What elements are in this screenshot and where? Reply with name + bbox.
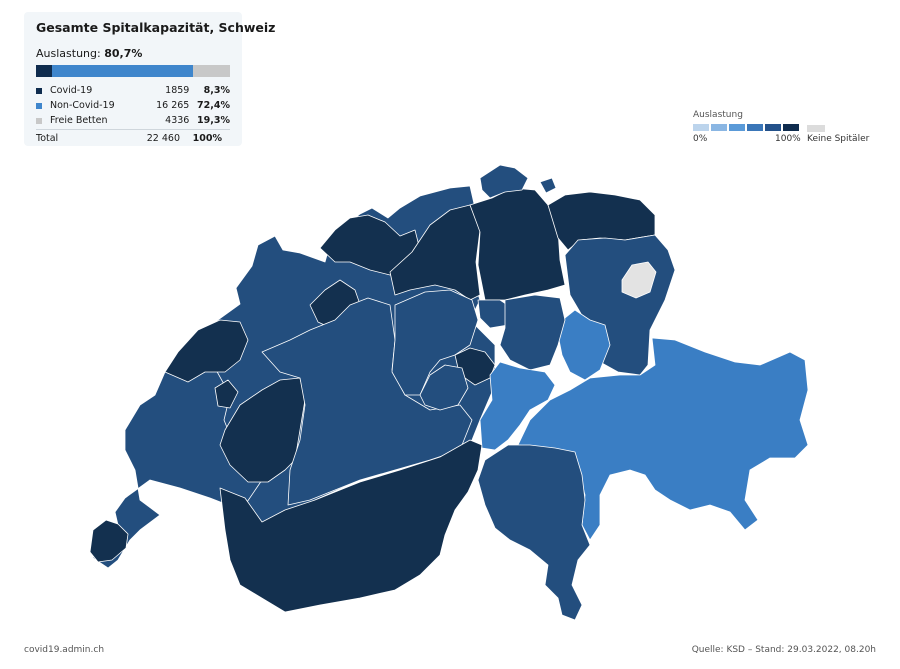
region-bern <box>261 297 473 506</box>
legend-color-scale <box>693 124 801 131</box>
region-schaffhausen <box>479 164 529 199</box>
row-non-covid: Non-Covid-19 16 265 72,4% <box>36 98 230 113</box>
region-neuchatel <box>214 379 239 409</box>
swatch-non-covid <box>36 102 42 109</box>
legend-step <box>765 124 781 131</box>
capacity-stacked-bar <box>36 65 230 77</box>
bar-segment-free-beds <box>192 65 230 77</box>
row-covid: Covid-19 1859 8,3% <box>36 83 230 98</box>
row-percent: 8,3% <box>203 85 230 96</box>
map-legend: Auslastung 0% 100% Keine Spitäler <box>693 110 869 148</box>
row-count: 1859 <box>165 85 190 96</box>
region-valais <box>219 439 483 613</box>
utilization-label: Auslastung: <box>36 47 101 60</box>
footer-source-right: Quelle: KSD – Stand: 29.03.2022, 08.20h <box>691 645 876 655</box>
region-aargau <box>389 204 481 301</box>
swatch-free-beds <box>36 117 42 124</box>
region-jura <box>164 319 249 383</box>
row-free-beds: Freie Betten 4336 19,3% <box>36 113 230 128</box>
legend-step <box>711 124 727 131</box>
region-schaffhausen-east <box>539 177 557 194</box>
utilization-line: Auslastung: 80,7% <box>36 47 230 60</box>
region-basel <box>319 214 421 276</box>
legend-title: Auslastung <box>693 110 743 120</box>
row-label: Non-Covid-19 <box>50 100 115 111</box>
row-count: 22 460 <box>146 133 180 144</box>
panel-title: Gesamte Spitalkapazität, Schweiz <box>36 20 276 35</box>
region-uri <box>479 361 556 451</box>
row-percent: 100% <box>192 133 222 144</box>
legend-max-label: 100% <box>775 134 801 144</box>
row-label: Freie Betten <box>50 115 108 126</box>
capacity-summary-panel: Gesamte Spitalkapazität, Schweiz Auslast… <box>24 12 276 146</box>
region-graubuenden <box>517 337 809 541</box>
row-count: 16 265 <box>156 100 190 111</box>
row-label: Covid-19 <box>50 85 93 96</box>
legend-no-hospital-swatch <box>807 125 825 132</box>
legend-step <box>783 124 799 131</box>
region-schwyz <box>499 294 566 371</box>
region-appenzell <box>621 261 657 299</box>
legend-min-label: 0% <box>693 134 708 144</box>
row-percent: 19,3% <box>197 115 230 126</box>
legend-step <box>729 124 745 131</box>
swatch-covid <box>36 87 42 94</box>
region-ticino <box>477 444 591 621</box>
row-total: Total 22 460 100% <box>36 129 230 146</box>
bar-segment-non-covid <box>52 65 193 77</box>
row-percent: 72,4% <box>197 100 230 111</box>
region-fribourg <box>219 377 306 483</box>
row-label: Total <box>36 133 59 144</box>
footer-source-left: covid19.admin.ch <box>24 645 105 655</box>
region-lucerne <box>391 289 479 396</box>
row-count: 4336 <box>165 115 190 126</box>
utilization-value: 80,7% <box>104 47 143 60</box>
region-obwalden <box>419 364 469 411</box>
bar-segment-covid <box>36 65 53 77</box>
region-glarus <box>557 309 611 381</box>
region-geneva <box>89 519 129 563</box>
legend-step <box>693 124 709 131</box>
legend-step <box>747 124 763 131</box>
legend-no-hospital-label: Keine Spitäler <box>807 134 870 144</box>
